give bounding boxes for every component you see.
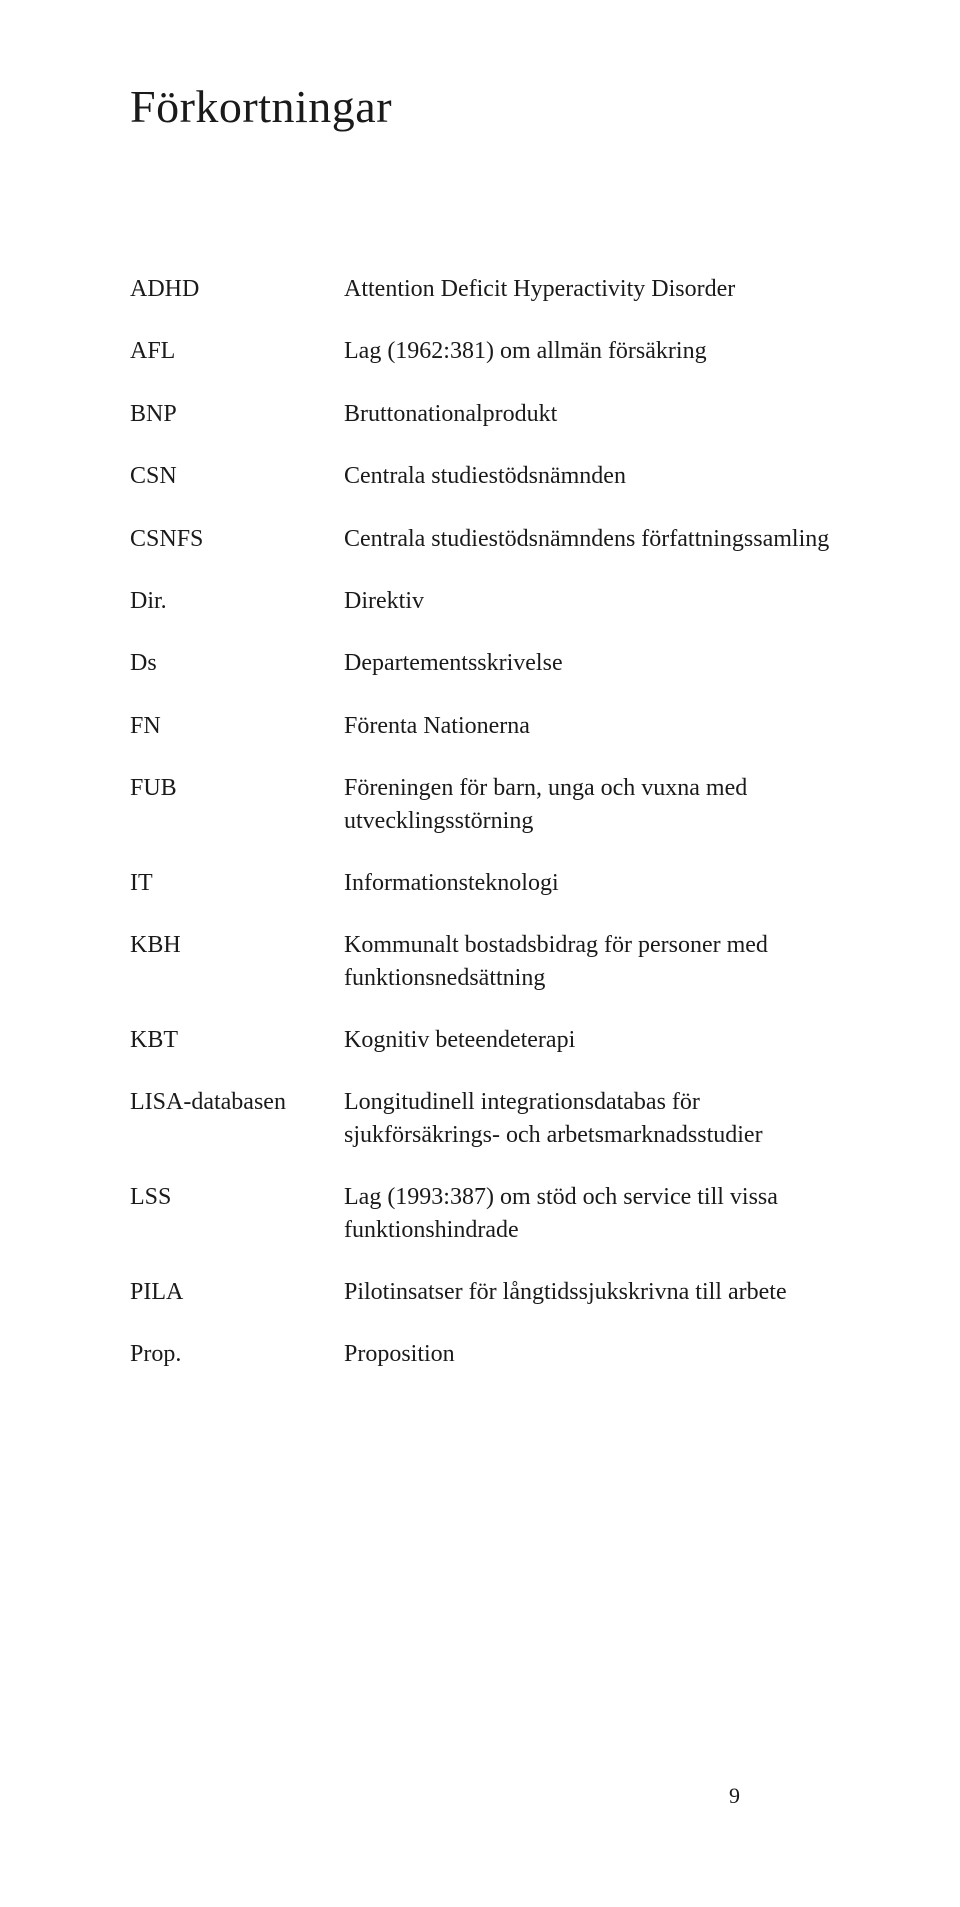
abbrev-term: Ds — [130, 647, 320, 679]
abbrev-definition: Kommunalt bostadsbidrag för personer med… — [344, 929, 850, 994]
abbrev-definition: Föreningen för barn, unga och vuxna med … — [344, 772, 850, 837]
abbrev-definition: Direktiv — [344, 585, 850, 617]
abbrev-term: ADHD — [130, 273, 320, 305]
abbrev-term: KBH — [130, 929, 320, 994]
abbrev-definition: Förenta Nationerna — [344, 710, 850, 742]
abbrev-definition: Kognitiv beteendeterapi — [344, 1024, 850, 1056]
page: { "title": "Förkortningar", "page_number… — [130, 80, 850, 1847]
abbrev-term: LSS — [130, 1181, 320, 1246]
abbrev-definition: Proposition — [344, 1338, 850, 1370]
abbrev-term: CSN — [130, 460, 320, 492]
abbrev-definition: Longitudinell integrationsdatabas för sj… — [344, 1086, 850, 1151]
abbrev-definition: Departementsskrivelse — [344, 647, 850, 679]
abbrev-term: AFL — [130, 335, 320, 367]
abbrev-definition: Centrala studiestödsnämndens författning… — [344, 523, 850, 555]
abbrev-term: Prop. — [130, 1338, 320, 1370]
abbrev-term: FUB — [130, 772, 320, 837]
abbrev-term: FN — [130, 710, 320, 742]
abbrev-definition: Lag (1962:381) om allmän försäkring — [344, 335, 850, 367]
abbrev-term: PILA — [130, 1276, 320, 1308]
abbrev-term: BNP — [130, 398, 320, 430]
page-title: Förkortningar — [130, 80, 850, 133]
abbrev-term: IT — [130, 867, 320, 899]
abbrev-definition: Centrala studiestödsnämnden — [344, 460, 850, 492]
abbrev-definition: Pilotinsatser för långtidssjukskrivna ti… — [344, 1276, 850, 1308]
abbrev-term: CSNFS — [130, 523, 320, 555]
page-number: 9 — [729, 1783, 740, 1809]
abbrev-definition: Attention Deficit Hyperactivity Disorder — [344, 273, 850, 305]
abbrev-term: Dir. — [130, 585, 320, 617]
abbrev-term: LISA-databasen — [130, 1086, 320, 1151]
abbrev-term: KBT — [130, 1024, 320, 1056]
abbrev-definition: Lag (1993:387) om stöd och service till … — [344, 1181, 850, 1246]
abbreviation-list: ADHD Attention Deficit Hyperactivity Dis… — [130, 273, 850, 1371]
abbrev-definition: Informationsteknologi — [344, 867, 850, 899]
abbrev-definition: Bruttonationalprodukt — [344, 398, 850, 430]
